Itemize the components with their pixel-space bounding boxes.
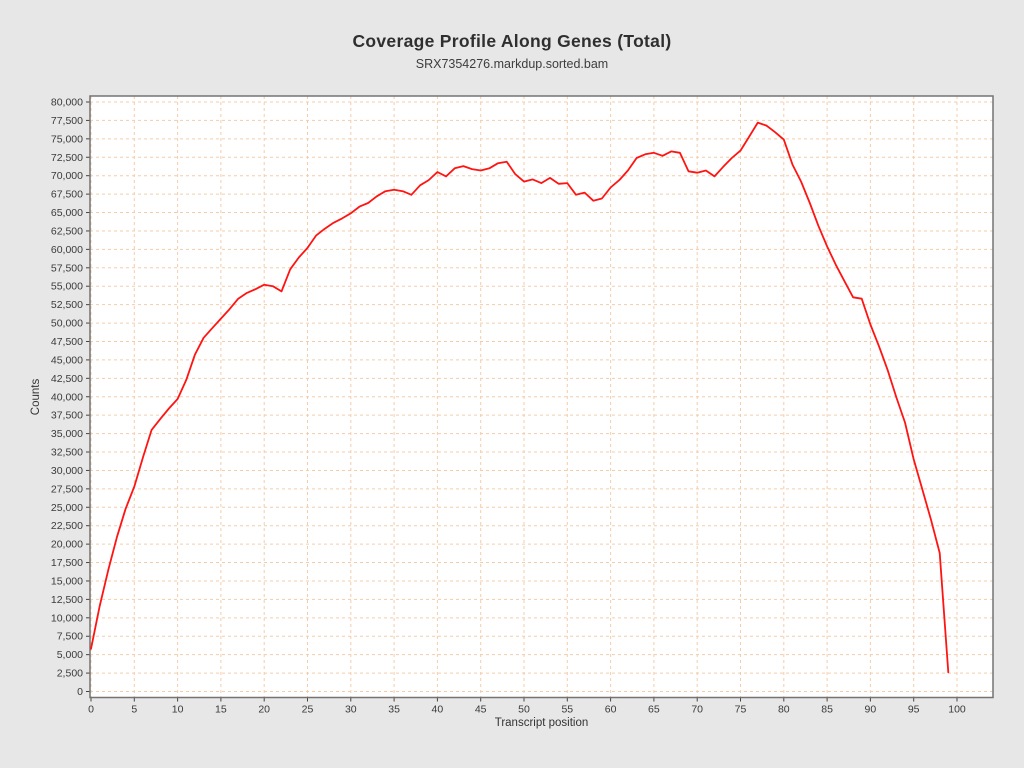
x-tick-label: 95: [908, 704, 920, 716]
y-tick-label: 47,500: [51, 336, 83, 348]
x-tick-label: 60: [605, 704, 617, 716]
y-tick-label: 32,500: [51, 447, 83, 459]
plot-border: [89, 95, 994, 699]
x-tick-label: 30: [345, 704, 357, 716]
x-tick-label: 80: [778, 704, 790, 716]
y-tick-label: 60,000: [51, 244, 83, 256]
x-tick-label: 20: [258, 704, 270, 716]
y-tick-label: 2,500: [57, 668, 83, 680]
y-tick-label: 80,000: [51, 97, 83, 109]
x-tick-label: 0: [88, 704, 94, 716]
y-tick-label: 75,000: [51, 133, 83, 145]
x-tick-label: 55: [561, 704, 573, 716]
y-tick-label: 42,500: [51, 373, 83, 385]
chart-title: Coverage Profile Along Genes (Total): [352, 31, 672, 51]
x-tick-label: 70: [691, 704, 703, 716]
y-tick-label: 12,500: [51, 594, 83, 606]
y-tick-label: 37,500: [51, 410, 83, 422]
y-tick-label: 50,000: [51, 318, 83, 330]
y-tick-label: 5,000: [57, 649, 83, 661]
x-tick-label: 45: [475, 704, 487, 716]
x-tick-label: 40: [432, 704, 444, 716]
x-tick-label: 50: [518, 704, 530, 716]
y-tick-label: 0: [77, 686, 83, 698]
y-tick-label: 35,000: [51, 428, 83, 440]
y-tick-label: 62,500: [51, 225, 83, 237]
x-tick-label: 25: [302, 704, 314, 716]
y-tick-label: 40,000: [51, 391, 83, 403]
y-tick-label: 20,000: [51, 539, 83, 551]
y-tick-label: 45,000: [51, 354, 83, 366]
y-tick-label: 7,500: [57, 631, 83, 643]
x-axis-label: Transcript position: [494, 717, 589, 729]
y-tick-label: 72,500: [51, 152, 83, 164]
y-tick-label: 57,500: [51, 262, 83, 274]
y-tick-label: 27,500: [51, 483, 83, 495]
y-tick-label: 22,500: [51, 520, 83, 532]
x-tick-label: 65: [648, 704, 660, 716]
y-tick-label: 25,000: [51, 502, 83, 514]
y-tick-label: 55,000: [51, 281, 83, 293]
y-tick-label: 15,000: [51, 575, 83, 587]
y-axis-label: Counts: [30, 378, 42, 416]
y-tick-label: 67,500: [51, 189, 83, 201]
y-tick-label: 70,000: [51, 170, 83, 182]
y-tick-label: 52,500: [51, 299, 83, 311]
x-tick-label: 5: [131, 704, 137, 716]
x-tick-label: 35: [388, 704, 400, 716]
y-tick-label: 10,000: [51, 612, 83, 624]
y-tick-label: 77,500: [51, 115, 83, 127]
x-tick-label: 10: [172, 704, 184, 716]
y-tick-label: 17,500: [51, 557, 83, 569]
y-tick-label: 65,000: [51, 207, 83, 219]
x-tick-label: 85: [821, 704, 833, 716]
x-tick-label: 75: [735, 704, 747, 716]
chart-subtitle: SRX7354276.markdup.sorted.bam: [415, 57, 609, 71]
x-tick-label: 100: [948, 704, 966, 716]
y-tick-label: 30,000: [51, 465, 83, 477]
x-tick-label: 15: [215, 704, 227, 716]
x-tick-label: 90: [865, 704, 877, 716]
coverage-line: [90, 121, 950, 674]
